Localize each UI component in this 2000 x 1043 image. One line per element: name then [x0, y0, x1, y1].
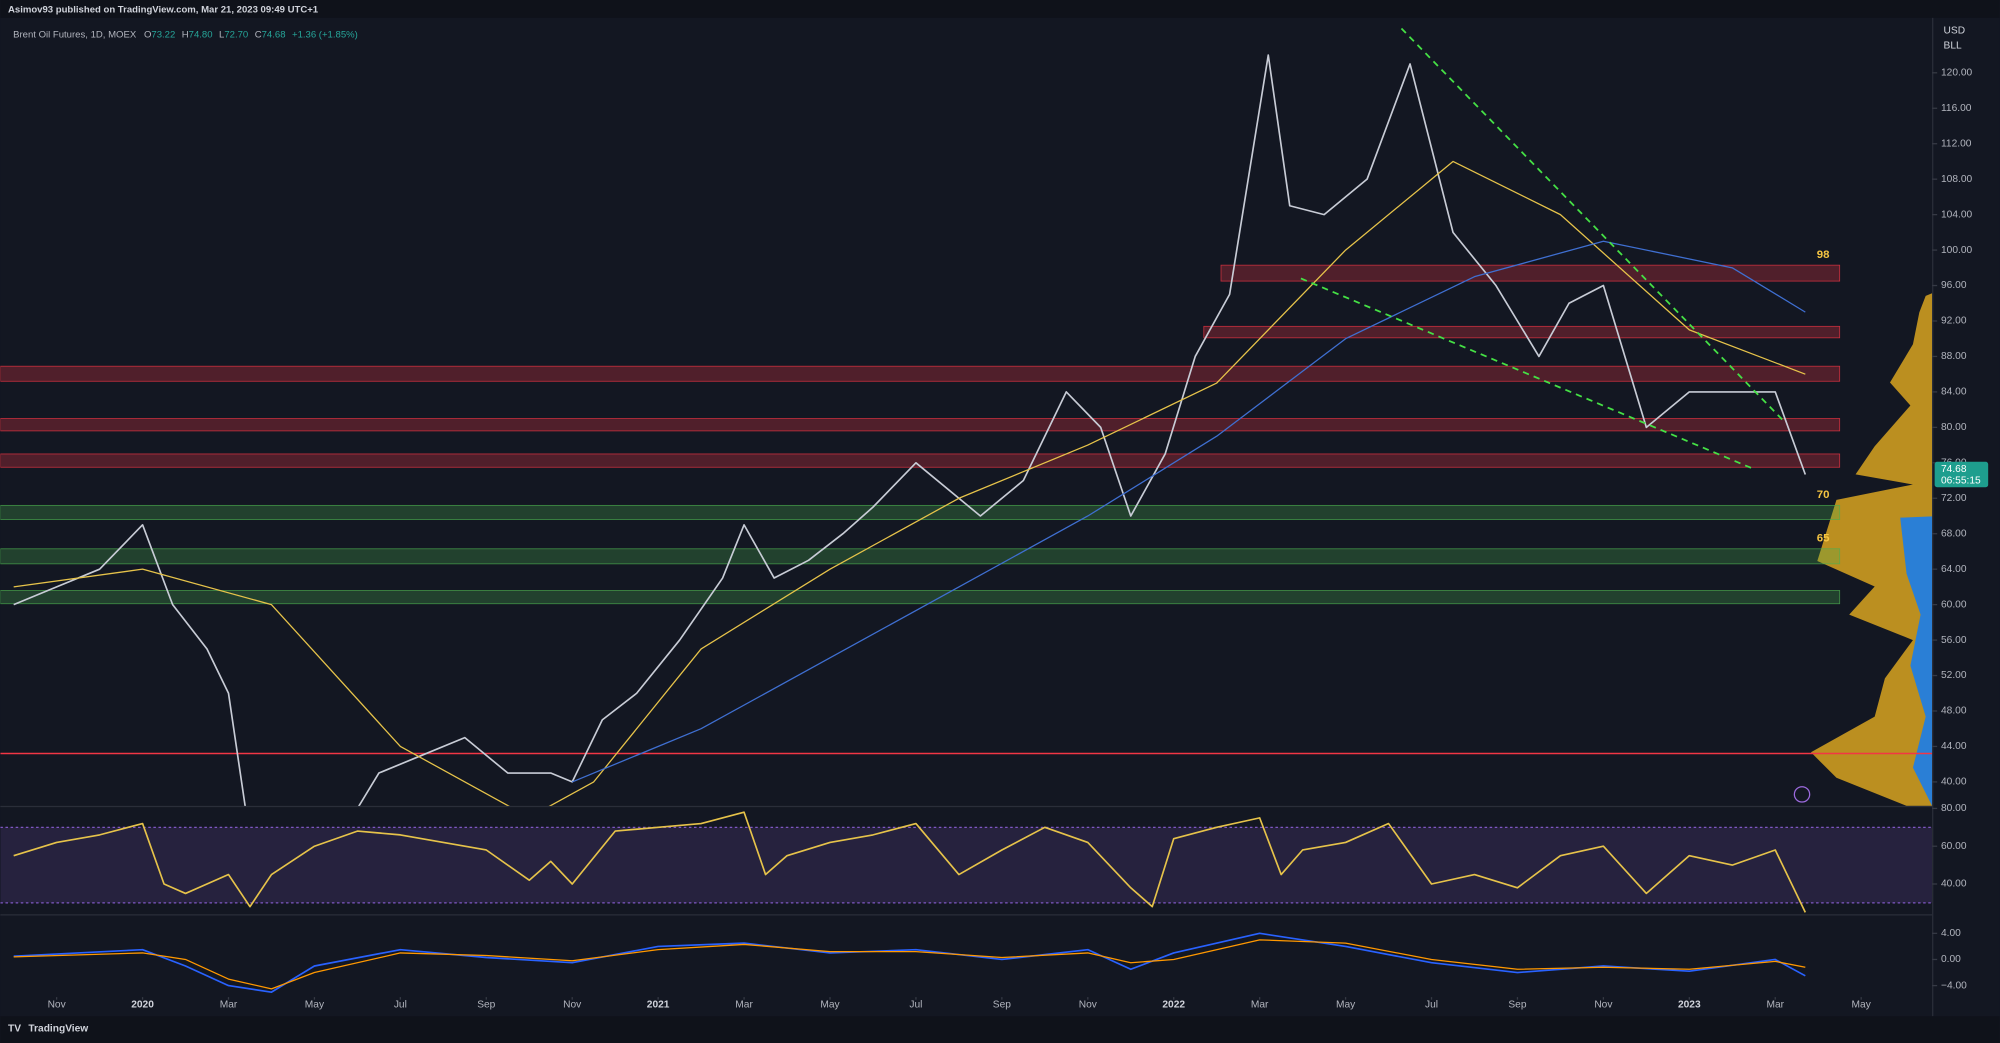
ohlc-key: L	[219, 29, 224, 40]
x-tick-label: Mar	[1766, 999, 1784, 1010]
last-price-label: 74.68	[1941, 464, 1967, 475]
volume-profile-blue	[1900, 516, 1933, 806]
ohlc-key: C	[255, 29, 262, 40]
panel	[13, 932, 1806, 993]
footer-text: TradingView	[28, 1024, 88, 1035]
y-tick-label: 108.00	[1941, 174, 1972, 185]
last-price-tag	[1934, 461, 1989, 488]
x-tick-label: 2023	[1678, 999, 1701, 1010]
change: +1.36 (+1.85%)	[292, 29, 358, 40]
x-tick-label: May	[1336, 999, 1356, 1010]
x-tick-label: Nov	[48, 999, 67, 1010]
y-tick-label: 80.00	[1941, 422, 1967, 433]
zone	[0, 590, 1841, 605]
y-tick-label: 40.00	[1941, 879, 1967, 890]
series-line	[571, 240, 1806, 783]
countdown-label: 06:55:15	[1941, 476, 1981, 487]
zone	[0, 504, 1841, 520]
series-line	[13, 939, 1806, 990]
y-tick-label: 68.00	[1941, 528, 1967, 539]
x-tick-label: Jul	[909, 999, 922, 1010]
zone-label: 65	[1817, 533, 1830, 545]
ohlc-value: 72.70	[224, 29, 248, 40]
y-tick-label: 0.00	[1941, 954, 1961, 965]
trendline	[1300, 277, 1755, 470]
series-line	[13, 811, 1807, 913]
y-tick-label: 4.00	[1941, 928, 1961, 939]
zone	[0, 365, 1841, 382]
y-tick-label: 96.00	[1941, 280, 1967, 291]
x-tick-label: 2022	[1162, 999, 1185, 1010]
y-tick-label: 88.00	[1941, 351, 1967, 362]
x-tick-label: Mar	[220, 999, 238, 1010]
y-tick-label: 92.00	[1941, 316, 1967, 327]
y-tick-label: 116.00	[1941, 103, 1972, 114]
y-tick-label: 52.00	[1941, 670, 1967, 681]
x-tick-label: May	[820, 999, 840, 1010]
x-tick-label: Nov	[1079, 999, 1098, 1010]
y-tick-label: 112.00	[1941, 138, 1972, 149]
zone-label: 70	[1817, 489, 1830, 501]
x-tick-label: Nov	[1594, 999, 1613, 1010]
x-tick-label: Jul	[1425, 999, 1438, 1010]
header-text: Asimov93 published on TradingView.com, M…	[8, 5, 319, 16]
x-tick-label: May	[1852, 999, 1872, 1010]
header-bar	[0, 0, 2000, 18]
x-tick-label: Sep	[1508, 999, 1526, 1010]
ohlc-key: O	[144, 29, 151, 40]
zone	[0, 548, 1841, 565]
x-tick-label: Jul	[394, 999, 407, 1010]
panel	[0, 811, 1933, 913]
y-tick-label: 84.00	[1941, 387, 1967, 398]
ohlc-value: 74.80	[189, 29, 213, 40]
y-tick-label: 120.00	[1941, 67, 1972, 78]
y-tick-label: 104.00	[1941, 209, 1972, 220]
zone	[0, 418, 1841, 432]
y-tick-label: −4.00	[1941, 980, 1967, 991]
zone	[1203, 325, 1841, 339]
y-tick-label: 60.00	[1941, 841, 1967, 852]
y-tick-label: 64.00	[1941, 564, 1967, 575]
zone-label: 98	[1817, 249, 1830, 261]
rsi-band	[0, 827, 1933, 903]
legend-title: Brent Oil Futures, 1D, MOEX	[13, 29, 137, 40]
ohlc-value: 74.68	[262, 29, 286, 40]
y-tick-label: 40.00	[1941, 777, 1967, 788]
footer-logo: TV	[8, 1024, 21, 1035]
x-tick-label: 2021	[647, 999, 670, 1010]
series-line	[13, 160, 1806, 806]
alert-icon	[1793, 786, 1811, 803]
unit-label: USD	[1944, 25, 1966, 36]
series-line	[13, 932, 1806, 993]
x-tick-label: May	[305, 999, 325, 1010]
legend: Brent Oil Futures, 1D, MOEX O73.22 H74.8…	[13, 29, 358, 40]
x-tick-label: Nov	[563, 999, 582, 1010]
series-line	[13, 54, 1807, 806]
zone	[1220, 264, 1841, 282]
x-tick-label: Mar	[735, 999, 753, 1010]
y-tick-label: 44.00	[1941, 741, 1967, 752]
y-tick-label: 72.00	[1941, 493, 1967, 504]
ohlc-value: 73.22	[151, 29, 175, 40]
y-tick-label: 60.00	[1941, 599, 1967, 610]
x-tick-label: Sep	[477, 999, 495, 1010]
volume-profile	[1810, 293, 1933, 806]
x-tick-label: 2020	[131, 999, 154, 1010]
y-tick-label: 48.00	[1941, 706, 1967, 717]
footer-bar	[0, 1016, 2000, 1043]
unit-label: BLL	[1944, 41, 1962, 52]
panel	[0, 27, 1933, 806]
ohlc-key: H	[182, 29, 189, 40]
y-tick-label: 100.00	[1941, 245, 1972, 256]
x-tick-label: Sep	[993, 999, 1011, 1010]
x-tick-label: Mar	[1251, 999, 1269, 1010]
y-tick-label: 56.00	[1941, 635, 1967, 646]
y-tick-label: 80.00	[1941, 803, 1967, 814]
